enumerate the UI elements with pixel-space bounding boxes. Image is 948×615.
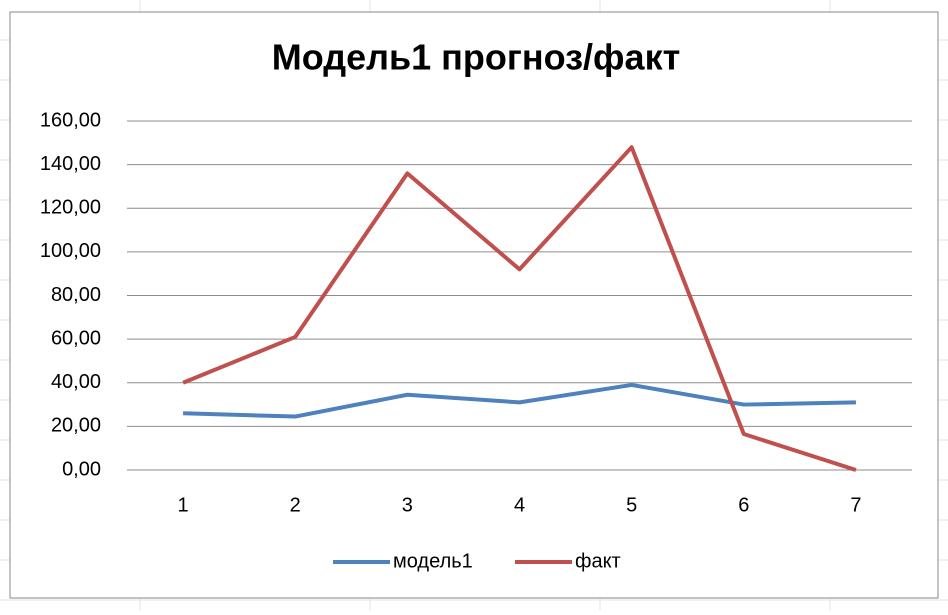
x-tick-label: 4 [514, 494, 525, 516]
y-tick-label: 80,00 [51, 284, 101, 306]
y-tick-label: 120,00 [40, 197, 101, 219]
y-tick-label: 40,00 [51, 371, 101, 393]
y-tick-label: 140,00 [40, 153, 101, 175]
x-tick-label: 7 [850, 494, 861, 516]
x-tick-label: 1 [178, 494, 189, 516]
series-line [182, 145, 857, 472]
legend-label: модель1 [393, 550, 473, 572]
chart-frame [9, 11, 939, 599]
legend-label: факт [575, 550, 621, 572]
x-tick-label: 5 [626, 494, 637, 516]
y-tick-label: 100,00 [40, 240, 101, 262]
y-tick-label: 0,00 [62, 458, 101, 480]
y-tick-label: 160,00 [40, 109, 101, 131]
series-line [183, 382, 856, 419]
y-tick-label: 20,00 [51, 415, 101, 437]
y-tick-label: 60,00 [51, 327, 101, 349]
chart-title: Модель1 прогноз/факт [272, 37, 680, 78]
x-tick-label: 2 [290, 494, 301, 516]
x-tick-label: 3 [402, 494, 413, 516]
x-tick-label: 6 [738, 494, 749, 516]
